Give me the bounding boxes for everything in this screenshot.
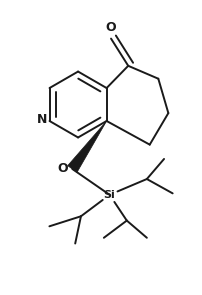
- Text: O: O: [57, 163, 68, 176]
- Text: Si: Si: [104, 190, 116, 200]
- Polygon shape: [68, 121, 107, 172]
- Text: O: O: [106, 21, 116, 34]
- Text: N: N: [37, 113, 47, 126]
